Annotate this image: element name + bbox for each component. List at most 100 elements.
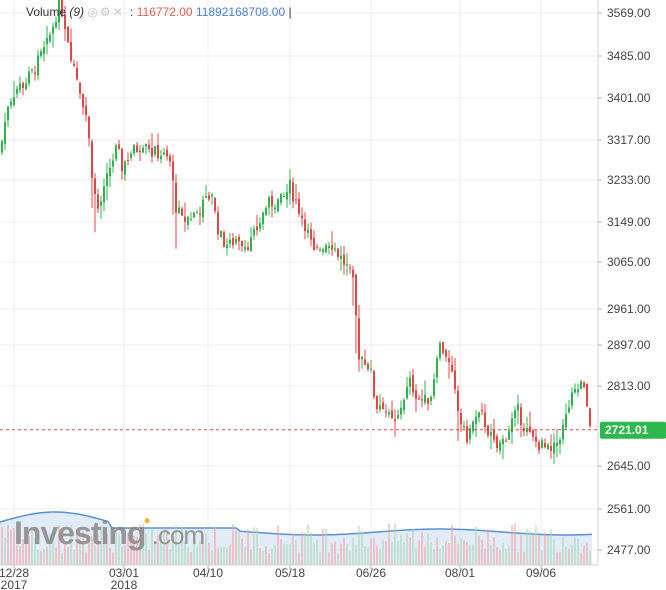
candle-body (157, 144, 159, 159)
volume-bar (382, 539, 384, 565)
candle-body (253, 229, 255, 236)
candle-body (142, 147, 144, 153)
candle-body (418, 398, 420, 400)
volume-bar (13, 528, 15, 565)
volume-bar (571, 544, 573, 565)
volume-bar (112, 552, 114, 565)
volume-bar (142, 523, 144, 565)
candle-body (220, 231, 222, 237)
volume-bar (55, 547, 57, 565)
candle-body (250, 237, 252, 251)
eye-icon[interactable]: ◎ (87, 5, 100, 19)
y-tick-label: 2645.00 (607, 459, 651, 473)
volume-bar (415, 548, 417, 565)
y-tick-label: 3149.00 (607, 215, 651, 229)
candle-body (136, 145, 138, 153)
candle-body (559, 440, 561, 445)
candle-body (217, 212, 219, 235)
volume-bar (472, 544, 474, 565)
candle-body (385, 411, 387, 413)
candle-body (439, 343, 441, 359)
volume-bar (253, 527, 255, 565)
y-tick-label: 2813.00 (607, 379, 651, 393)
volume-bar (79, 534, 81, 565)
watermark-dot-icon: ● (143, 513, 150, 527)
candle-body (127, 159, 129, 161)
candle-body (133, 144, 135, 154)
volume-bar (334, 541, 336, 565)
volume-bar (358, 525, 360, 565)
volume-bar (124, 544, 126, 565)
volume-bar (118, 533, 120, 565)
legend-name[interactable]: Volume (26, 5, 67, 19)
candle-body (328, 246, 330, 248)
candle-body (49, 35, 51, 42)
candle-body (508, 430, 510, 440)
y-tick-label: 3317.00 (607, 133, 651, 147)
candle-body (67, 26, 69, 43)
volume-bar (328, 552, 330, 565)
close-icon[interactable]: ✕ (112, 5, 125, 19)
candle-body (184, 216, 186, 222)
candle-body (46, 37, 48, 45)
y-tick-label: 3233.00 (607, 173, 651, 187)
candle-body (85, 105, 87, 115)
volume-bar (298, 552, 300, 565)
candle-body (502, 439, 504, 445)
candle-body (178, 207, 180, 214)
volume-bar (88, 540, 90, 565)
candle-body (433, 379, 435, 396)
volume-bar (316, 539, 318, 565)
candle-body (73, 63, 75, 67)
volume-bar (40, 551, 42, 565)
volume-bar (76, 529, 78, 565)
volume-bar (385, 541, 387, 565)
candle-body (40, 51, 42, 56)
volume-bar (391, 542, 393, 565)
volume-bar (106, 533, 108, 565)
volume-bar (133, 535, 135, 565)
volume-bar (310, 532, 312, 565)
volume-bar (370, 538, 372, 565)
candle-body (190, 218, 192, 220)
settings-icon[interactable]: ⚙ (99, 5, 113, 19)
volume-bar (190, 551, 192, 565)
candle-body (436, 358, 438, 378)
watermark-suffix: .com (151, 520, 205, 550)
candle-body (106, 173, 108, 187)
candle-body (64, 15, 66, 29)
candle-body (280, 194, 282, 203)
investing-watermark: Investing●.com (14, 513, 205, 552)
candle-body (193, 212, 195, 218)
candle-body (568, 407, 570, 413)
volume-bar (1, 527, 3, 565)
volume-bar (583, 546, 585, 565)
candle-body (115, 145, 117, 160)
volume-bar (274, 544, 276, 565)
candle-body (331, 245, 333, 250)
volume-bar (31, 530, 33, 565)
volume-bar (490, 544, 492, 565)
candle-body (484, 412, 486, 428)
volume-bar (541, 549, 543, 565)
volume-bar (451, 524, 453, 565)
volume-bar (52, 537, 54, 565)
volume-bar (505, 548, 507, 565)
volume-bar (442, 545, 444, 565)
candle-body (463, 426, 465, 428)
candle-body (235, 238, 237, 243)
volume-bar (427, 533, 429, 565)
volume-bar (175, 525, 177, 565)
volume-bar (100, 525, 102, 565)
volume-bar (520, 534, 522, 565)
candle-body (529, 426, 531, 432)
volume-bar (364, 546, 366, 565)
volume-bar (184, 541, 186, 565)
candle-body (265, 208, 267, 216)
candle-body (229, 239, 231, 244)
volume-bar (169, 548, 171, 565)
volume-bar (103, 528, 105, 565)
legend-controls[interactable]: ◎⚙✕ (87, 5, 130, 19)
